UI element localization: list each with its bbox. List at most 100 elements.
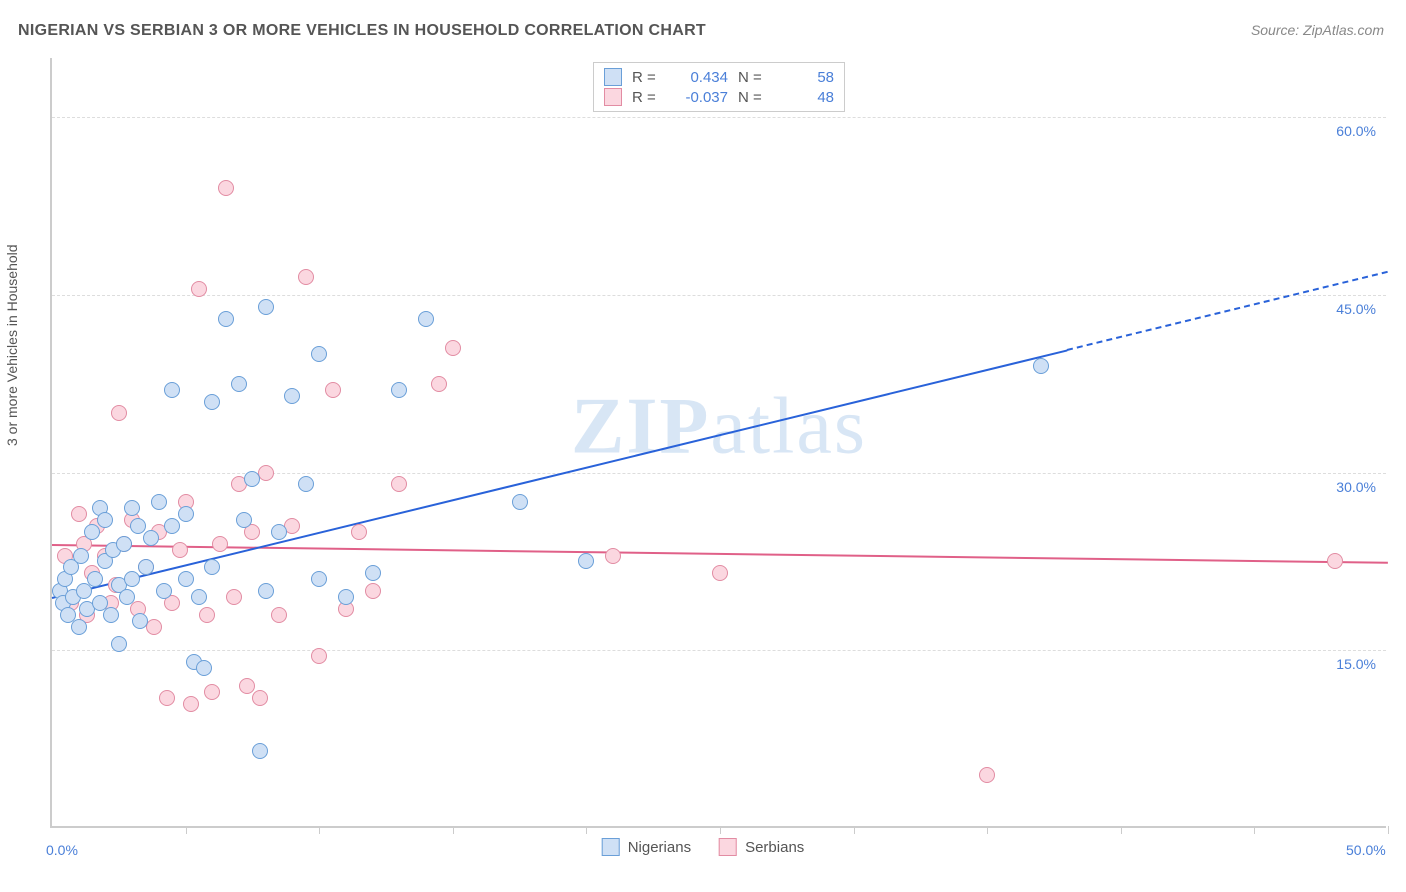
stats-row-nigerians: R = 0.434 N = 58: [604, 67, 834, 87]
gridline: [52, 295, 1386, 296]
data-point: [218, 180, 234, 196]
data-point: [445, 340, 461, 356]
x-tick-label: 0.0%: [46, 842, 78, 858]
stats-row-serbians: R = -0.037 N = 48: [604, 87, 834, 107]
data-point: [431, 376, 447, 392]
r-label: R =: [632, 69, 660, 86]
data-point: [151, 494, 167, 510]
data-point: [252, 743, 268, 759]
data-point: [191, 589, 207, 605]
data-point: [124, 500, 140, 516]
n-value-nigerians: 58: [776, 69, 834, 86]
data-point: [164, 382, 180, 398]
x-tick: [1121, 826, 1122, 834]
y-axis-title: 3 or more Vehicles in Household: [4, 244, 20, 446]
swatch-nigerians: [602, 838, 620, 856]
x-tick: [854, 826, 855, 834]
data-point: [111, 636, 127, 652]
data-point: [204, 559, 220, 575]
stats-legend-box: R = 0.434 N = 58 R = -0.037 N = 48: [593, 62, 845, 112]
data-point: [258, 299, 274, 315]
data-point: [116, 536, 132, 552]
trend-line: [52, 349, 1068, 599]
data-point: [236, 512, 252, 528]
data-point: [111, 405, 127, 421]
n-label: N =: [738, 69, 766, 86]
r-label: R =: [632, 89, 660, 106]
data-point: [244, 471, 260, 487]
r-value-serbians: -0.037: [670, 89, 728, 106]
data-point: [119, 589, 135, 605]
data-point: [204, 394, 220, 410]
watermark-light: atlas: [710, 382, 867, 470]
data-point: [325, 382, 341, 398]
n-label: N =: [738, 89, 766, 106]
data-point: [218, 311, 234, 327]
data-point: [712, 565, 728, 581]
data-point: [298, 476, 314, 492]
data-point: [132, 613, 148, 629]
data-point: [87, 571, 103, 587]
legend-item-serbians: Serbians: [719, 838, 804, 856]
swatch-serbians: [604, 88, 622, 106]
gridline: [52, 650, 1386, 651]
trend-line: [52, 544, 1388, 564]
bottom-legend: Nigerians Serbians: [602, 838, 805, 856]
data-point: [258, 583, 274, 599]
data-point: [130, 518, 146, 534]
data-point: [73, 548, 89, 564]
data-point: [1033, 358, 1049, 374]
x-tick: [1254, 826, 1255, 834]
x-tick: [186, 826, 187, 834]
legend-label: Nigerians: [628, 839, 691, 856]
legend-item-nigerians: Nigerians: [602, 838, 691, 856]
x-tick: [987, 826, 988, 834]
data-point: [159, 690, 175, 706]
data-point: [605, 548, 621, 564]
data-point: [191, 281, 207, 297]
data-point: [71, 506, 87, 522]
data-point: [365, 565, 381, 581]
chart-container: NIGERIAN VS SERBIAN 3 OR MORE VEHICLES I…: [0, 0, 1406, 892]
data-point: [239, 678, 255, 694]
data-point: [391, 476, 407, 492]
legend-label: Serbians: [745, 839, 804, 856]
data-point: [199, 607, 215, 623]
data-point: [138, 559, 154, 575]
data-point: [103, 607, 119, 623]
data-point: [351, 524, 367, 540]
chart-title: NIGERIAN VS SERBIAN 3 OR MORE VEHICLES I…: [18, 22, 706, 40]
watermark-bold: ZIP: [571, 382, 710, 470]
swatch-serbians: [719, 838, 737, 856]
source-attribution: Source: ZipAtlas.com: [1251, 22, 1384, 38]
data-point: [124, 571, 140, 587]
data-point: [178, 506, 194, 522]
data-point: [226, 589, 242, 605]
data-point: [183, 696, 199, 712]
data-point: [311, 571, 327, 587]
data-point: [284, 388, 300, 404]
y-tick-label: 45.0%: [1336, 301, 1376, 317]
data-point: [252, 690, 268, 706]
data-point: [71, 619, 87, 635]
data-point: [271, 524, 287, 540]
data-point: [164, 518, 180, 534]
data-point: [311, 346, 327, 362]
x-tick: [1388, 826, 1389, 834]
data-point: [212, 536, 228, 552]
data-point: [298, 269, 314, 285]
swatch-nigerians: [604, 68, 622, 86]
data-point: [143, 530, 159, 546]
data-point: [231, 376, 247, 392]
data-point: [1327, 553, 1343, 569]
x-tick-label: 50.0%: [1346, 842, 1386, 858]
data-point: [512, 494, 528, 510]
y-tick-label: 60.0%: [1336, 123, 1376, 139]
data-point: [172, 542, 188, 558]
x-tick: [453, 826, 454, 834]
data-point: [338, 589, 354, 605]
y-tick-label: 30.0%: [1336, 479, 1376, 495]
data-point: [391, 382, 407, 398]
data-point: [156, 583, 172, 599]
data-point: [271, 607, 287, 623]
